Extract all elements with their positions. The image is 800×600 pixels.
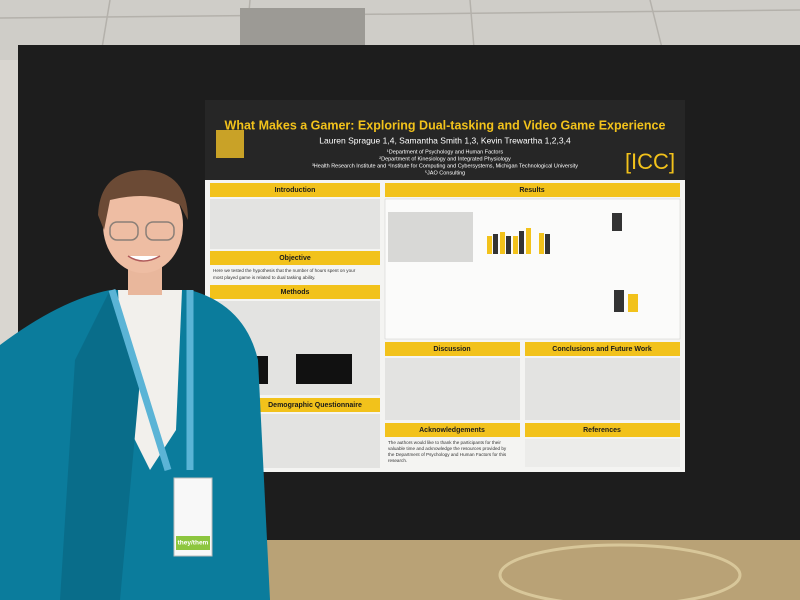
university-logo — [216, 130, 244, 158]
section-title: References — [583, 427, 621, 434]
ack-text: the Department of Psychology and Human F… — [388, 452, 507, 457]
glasses — [109, 221, 139, 241]
smile — [127, 255, 161, 262]
section-title: Conclusions and Future Work — [552, 346, 652, 353]
stimulus-image — [296, 354, 352, 384]
objective-text: Here we tested the hypothesis that the n… — [213, 268, 356, 273]
results-table — [388, 212, 473, 262]
text-block — [525, 358, 680, 420]
lapel — [60, 290, 140, 600]
poster-header — [205, 100, 685, 180]
pronouns: they/them — [178, 540, 209, 547]
section-header — [525, 342, 680, 356]
vent — [240, 8, 365, 48]
section-header — [385, 183, 680, 197]
section-header — [385, 423, 520, 437]
results-chart — [487, 228, 638, 312]
section-header — [210, 285, 380, 299]
affiliation: ⁵JAO Consulting — [425, 169, 466, 176]
section-header — [385, 342, 520, 356]
icc-logo: [ICC] — [625, 149, 675, 174]
person: they/them — [0, 170, 270, 600]
poster-title: What Makes a Gamer: Exploring Dual-taski… — [225, 118, 666, 132]
results-chart — [493, 213, 624, 312]
text-block — [385, 358, 520, 420]
section-title: Introduction — [275, 187, 316, 194]
affiliation: ¹Department of Psychology and Human Fact… — [387, 149, 503, 155]
section-header — [525, 423, 680, 437]
section-title: Acknowledgements — [419, 427, 485, 434]
face — [103, 177, 183, 273]
text-block — [525, 439, 680, 467]
lanyard — [108, 288, 194, 472]
carpet-pattern — [498, 543, 742, 600]
ack-text: research. — [388, 458, 407, 463]
text-block — [210, 199, 380, 249]
section-header — [210, 251, 380, 265]
section-title: Demographic Questionnaire — [268, 402, 362, 409]
ack-text: valuable time and acknowledge the resour… — [388, 446, 507, 451]
section-title: Discussion — [433, 346, 470, 353]
glasses — [145, 221, 175, 241]
ack-text: The authors would like to thank the part… — [388, 440, 501, 445]
hair — [98, 170, 188, 230]
results-panel — [384, 198, 681, 340]
section-title: Results — [519, 187, 544, 194]
objective-text: most played game is related to dual task… — [213, 275, 315, 280]
section-title: Methods — [281, 289, 310, 296]
section-header — [210, 183, 380, 197]
section-title: Objective — [279, 255, 311, 262]
pronoun-sticker — [176, 536, 210, 550]
affiliation: ²Department of Kinesiology and Integrate… — [379, 156, 511, 162]
affiliation: ³Health Research Institute and ⁴Institut… — [312, 162, 578, 169]
poster-authors: Lauren Sprague 1,4, Samantha Smith 1,3, … — [319, 135, 571, 145]
